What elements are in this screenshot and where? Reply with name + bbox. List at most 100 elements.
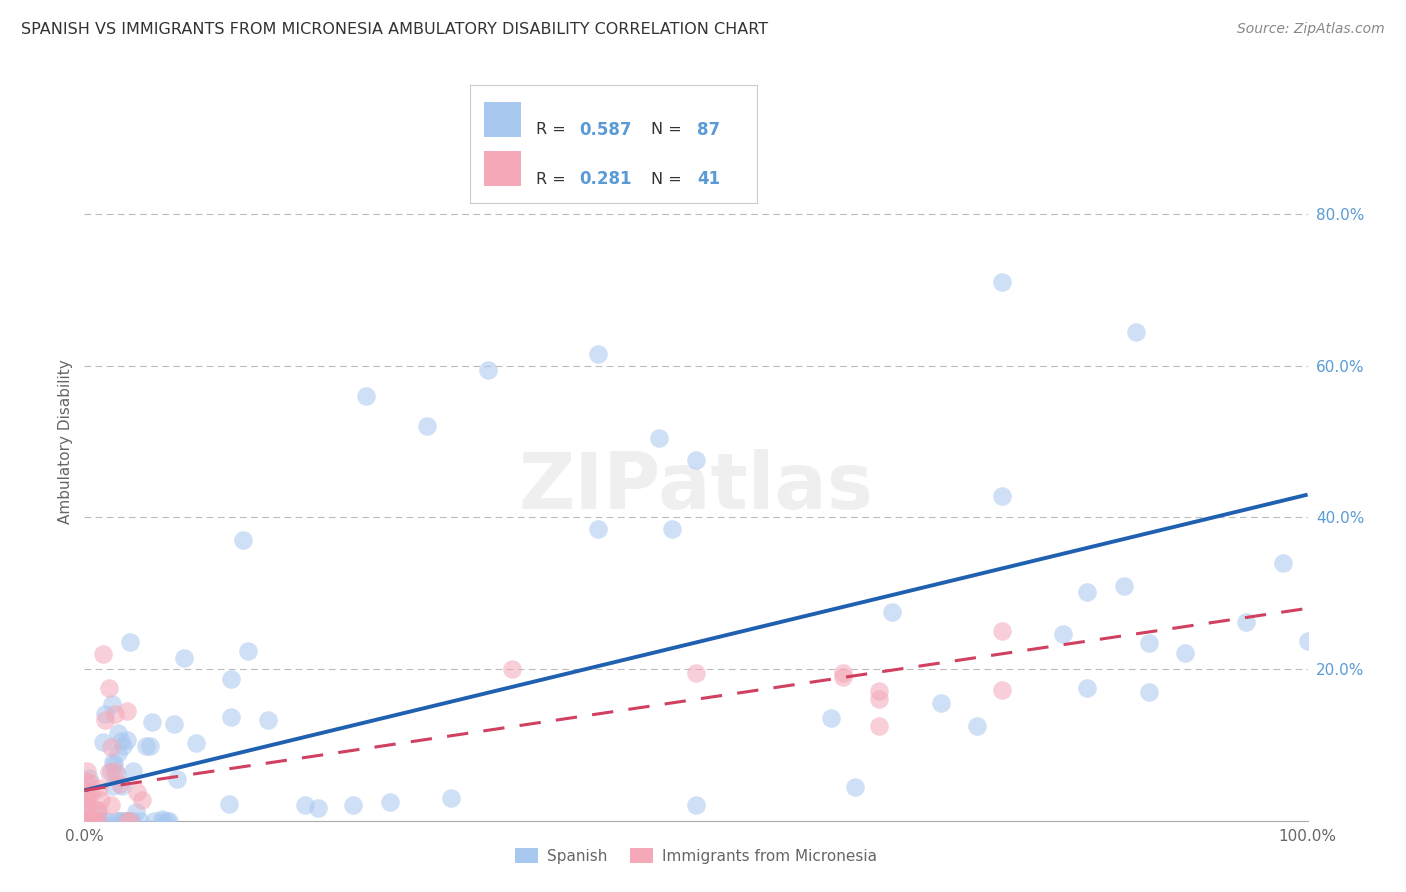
Point	[184, 736, 207, 750]
Point	[91, 647, 114, 661]
Point	[256, 713, 278, 727]
Point	[1174, 646, 1197, 660]
Point	[115, 733, 138, 747]
Point	[869, 692, 891, 706]
Point	[991, 683, 1014, 698]
Point	[127, 785, 149, 799]
Point	[112, 814, 135, 828]
Point	[380, 795, 402, 809]
Point	[218, 797, 240, 811]
Point	[844, 780, 866, 794]
Point	[966, 719, 988, 733]
Point	[100, 764, 122, 778]
Point	[880, 605, 903, 619]
Point	[1114, 579, 1136, 593]
Point	[173, 651, 195, 665]
Point	[115, 704, 138, 718]
Point	[105, 766, 128, 780]
Point	[869, 719, 891, 733]
Point	[98, 764, 121, 779]
Point	[166, 772, 188, 787]
Point	[104, 707, 127, 722]
Point	[150, 812, 173, 826]
Legend: Spanish, Immigrants from Micronesia: Spanish, Immigrants from Micronesia	[509, 842, 883, 870]
Point	[115, 814, 138, 828]
Point	[157, 814, 180, 828]
Point	[82, 814, 104, 828]
Point	[142, 814, 165, 828]
Point	[101, 697, 124, 711]
Point	[76, 764, 98, 778]
Point	[163, 717, 186, 731]
Point	[1236, 615, 1258, 630]
Point	[114, 814, 136, 828]
Point	[101, 756, 124, 770]
Point	[820, 711, 842, 725]
Point	[101, 780, 124, 794]
Point	[219, 672, 242, 686]
Point	[104, 764, 127, 778]
Point	[86, 808, 108, 822]
Point	[108, 777, 131, 791]
Point	[105, 814, 128, 828]
Point	[79, 814, 101, 828]
Point	[586, 347, 609, 361]
Point	[661, 522, 683, 536]
Point	[100, 797, 122, 812]
Point	[118, 814, 141, 828]
Point	[1076, 681, 1098, 695]
Point	[75, 773, 97, 788]
Point	[139, 739, 162, 753]
Point	[831, 670, 853, 684]
Point	[107, 725, 129, 739]
Point	[1076, 584, 1098, 599]
Point	[991, 489, 1014, 503]
Point	[1125, 325, 1147, 339]
Point	[100, 739, 122, 754]
Text: SPANISH VS IMMIGRANTS FROM MICRONESIA AMBULATORY DISABILITY CORRELATION CHART: SPANISH VS IMMIGRANTS FROM MICRONESIA AM…	[21, 22, 768, 37]
Point	[1272, 557, 1295, 571]
Point	[111, 739, 134, 753]
Point	[107, 747, 129, 761]
Point	[831, 665, 853, 680]
Point	[77, 814, 100, 828]
Point	[232, 533, 254, 548]
Point	[93, 814, 115, 828]
Point	[80, 786, 103, 800]
Point	[110, 734, 132, 748]
Point	[354, 389, 377, 403]
Point	[440, 791, 463, 805]
Point	[87, 814, 110, 828]
Point	[75, 803, 97, 817]
Point	[87, 814, 110, 828]
Point	[115, 814, 138, 828]
Point	[94, 713, 117, 727]
Point	[1137, 685, 1160, 699]
Point	[76, 799, 98, 814]
Point	[120, 814, 142, 828]
Point	[97, 681, 120, 695]
Point	[111, 779, 134, 793]
Point	[156, 814, 179, 828]
Point	[502, 662, 524, 676]
Point	[86, 803, 108, 817]
Point	[685, 453, 707, 467]
Point	[1296, 633, 1319, 648]
Point	[94, 706, 117, 721]
Point	[89, 814, 111, 828]
Point	[122, 764, 145, 778]
Point	[685, 665, 707, 680]
Point	[135, 739, 157, 754]
Point	[103, 757, 125, 772]
Point	[76, 801, 98, 815]
Point	[108, 814, 131, 828]
Point	[96, 814, 118, 828]
Text: Source: ZipAtlas.com: Source: ZipAtlas.com	[1237, 22, 1385, 37]
Point	[477, 362, 499, 376]
Point	[1052, 626, 1074, 640]
Point	[869, 683, 891, 698]
Text: ZIPatlas: ZIPatlas	[519, 449, 873, 525]
Point	[121, 814, 143, 828]
Point	[1137, 636, 1160, 650]
Point	[87, 804, 110, 818]
